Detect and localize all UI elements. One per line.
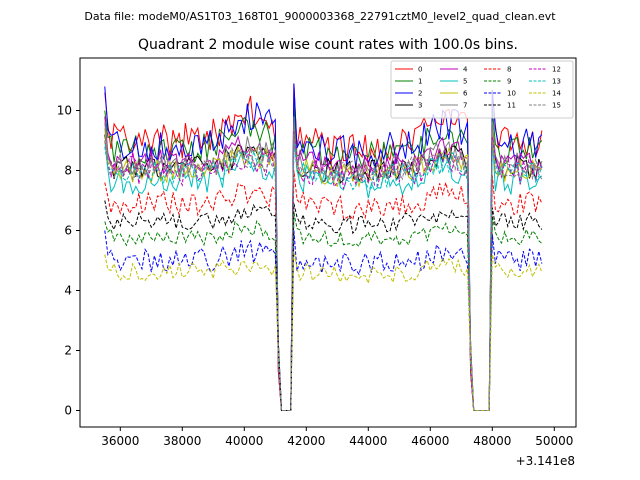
x-tick-label: 42000 (287, 434, 325, 448)
legend-label-15: 15 (552, 102, 561, 110)
x-axis: 36000 38000 40000 42000 44000 46000 48000 50000 (101, 427, 573, 448)
plot-frame (79, 57, 577, 428)
y-tick-label: 6 (64, 224, 72, 238)
x-tick-label: 36000 (101, 434, 139, 448)
legend-label-7: 7 (463, 102, 467, 110)
legend-label-10: 10 (507, 90, 516, 98)
series-line-1 (104, 101, 543, 411)
legend-label-2: 2 (418, 90, 422, 98)
x-tick-label: 48000 (473, 434, 511, 448)
x-tick-label: 50000 (535, 434, 573, 448)
y-axis: 0 2 4 6 8 10 (57, 104, 80, 418)
x-offset-label: +3.141e8 (516, 454, 575, 468)
plot-lines (104, 83, 543, 411)
x-tick-label: 38000 (163, 434, 201, 448)
legend-label-3: 3 (418, 102, 422, 110)
y-tick-label: 4 (64, 284, 72, 298)
y-tick-label: 8 (64, 164, 72, 178)
x-tick-label: 44000 (349, 434, 387, 448)
y-tick-label: 0 (64, 404, 72, 418)
legend-label-0: 0 (418, 66, 422, 74)
series-line-8 (104, 170, 543, 411)
legend-label-12: 12 (552, 66, 561, 74)
suptitle: Data file: modeM0/AS1T03_168T01_90000033… (84, 10, 556, 23)
legend-label-8: 8 (507, 66, 511, 74)
x-tick-label: 40000 (225, 434, 263, 448)
series-line-12 (104, 131, 543, 411)
series-line-9 (104, 212, 543, 411)
series-line-0 (104, 83, 543, 411)
y-tick-label: 2 (64, 344, 72, 358)
series-line-14 (104, 251, 543, 411)
legend-label-11: 11 (507, 102, 516, 110)
legend-label-4: 4 (463, 66, 468, 74)
legend-label-13: 13 (552, 78, 561, 86)
series-line-10 (104, 230, 543, 411)
legend-label-14: 14 (552, 90, 561, 98)
legend-box (390, 60, 574, 119)
y-tick-label: 10 (57, 104, 72, 118)
legend-label-5: 5 (463, 78, 467, 86)
legend-label-1: 1 (418, 78, 422, 86)
chart-title: Quadrant 2 module wise count rates with … (138, 37, 518, 53)
legend-label-6: 6 (463, 90, 468, 98)
series-line-2 (104, 83, 543, 411)
x-tick-label: 46000 (411, 434, 449, 448)
series-line-11 (104, 200, 543, 411)
legend-label-9: 9 (507, 78, 511, 86)
